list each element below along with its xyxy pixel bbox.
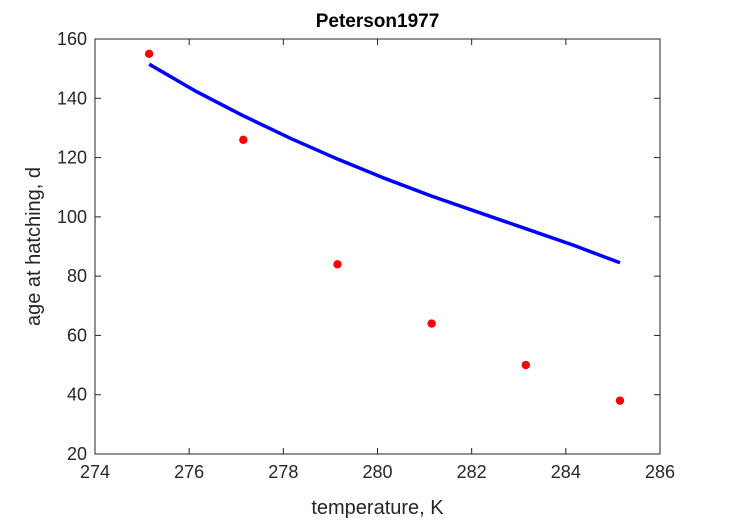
data-point-1 [239,135,248,144]
series-layer [144,49,625,405]
y-tick-label-3: 80 [67,266,87,286]
y-tick-label-2: 60 [67,325,87,345]
plot-area [95,39,660,454]
x-tick-label-6: 286 [645,462,675,482]
x-tick-label-1: 276 [174,462,204,482]
y-tick-label-5: 120 [57,148,87,168]
y-tick-label-7: 160 [57,29,87,49]
x-tick-label-2: 278 [268,462,298,482]
x-tick-label-5: 284 [551,462,581,482]
x-tick-label-3: 280 [362,462,392,482]
y-axis-label: age at hatching, d [23,167,45,326]
axes-box [94,38,661,455]
x-tick-label-4: 282 [457,462,487,482]
series-line-1 [148,62,621,265]
chart-title: Peterson1977 [316,11,440,32]
data-point-3 [427,319,436,328]
y-tick-label-0: 20 [67,444,87,464]
x-tick-label-0: 274 [80,462,110,482]
y-tick-label-1: 40 [67,385,87,405]
y-tick-label-4: 100 [57,207,87,227]
data-point-5 [615,396,625,405]
data-point-2 [333,260,342,269]
data-point-0 [144,49,154,59]
data-point-4 [521,360,531,370]
axis-ticks: 274 276 278 280 282 284 286 20 40 60 80 100 120 140 16… [57,29,675,482]
y-tick-label-6: 140 [57,88,87,108]
x-axis-label: temperature, K [311,497,444,519]
